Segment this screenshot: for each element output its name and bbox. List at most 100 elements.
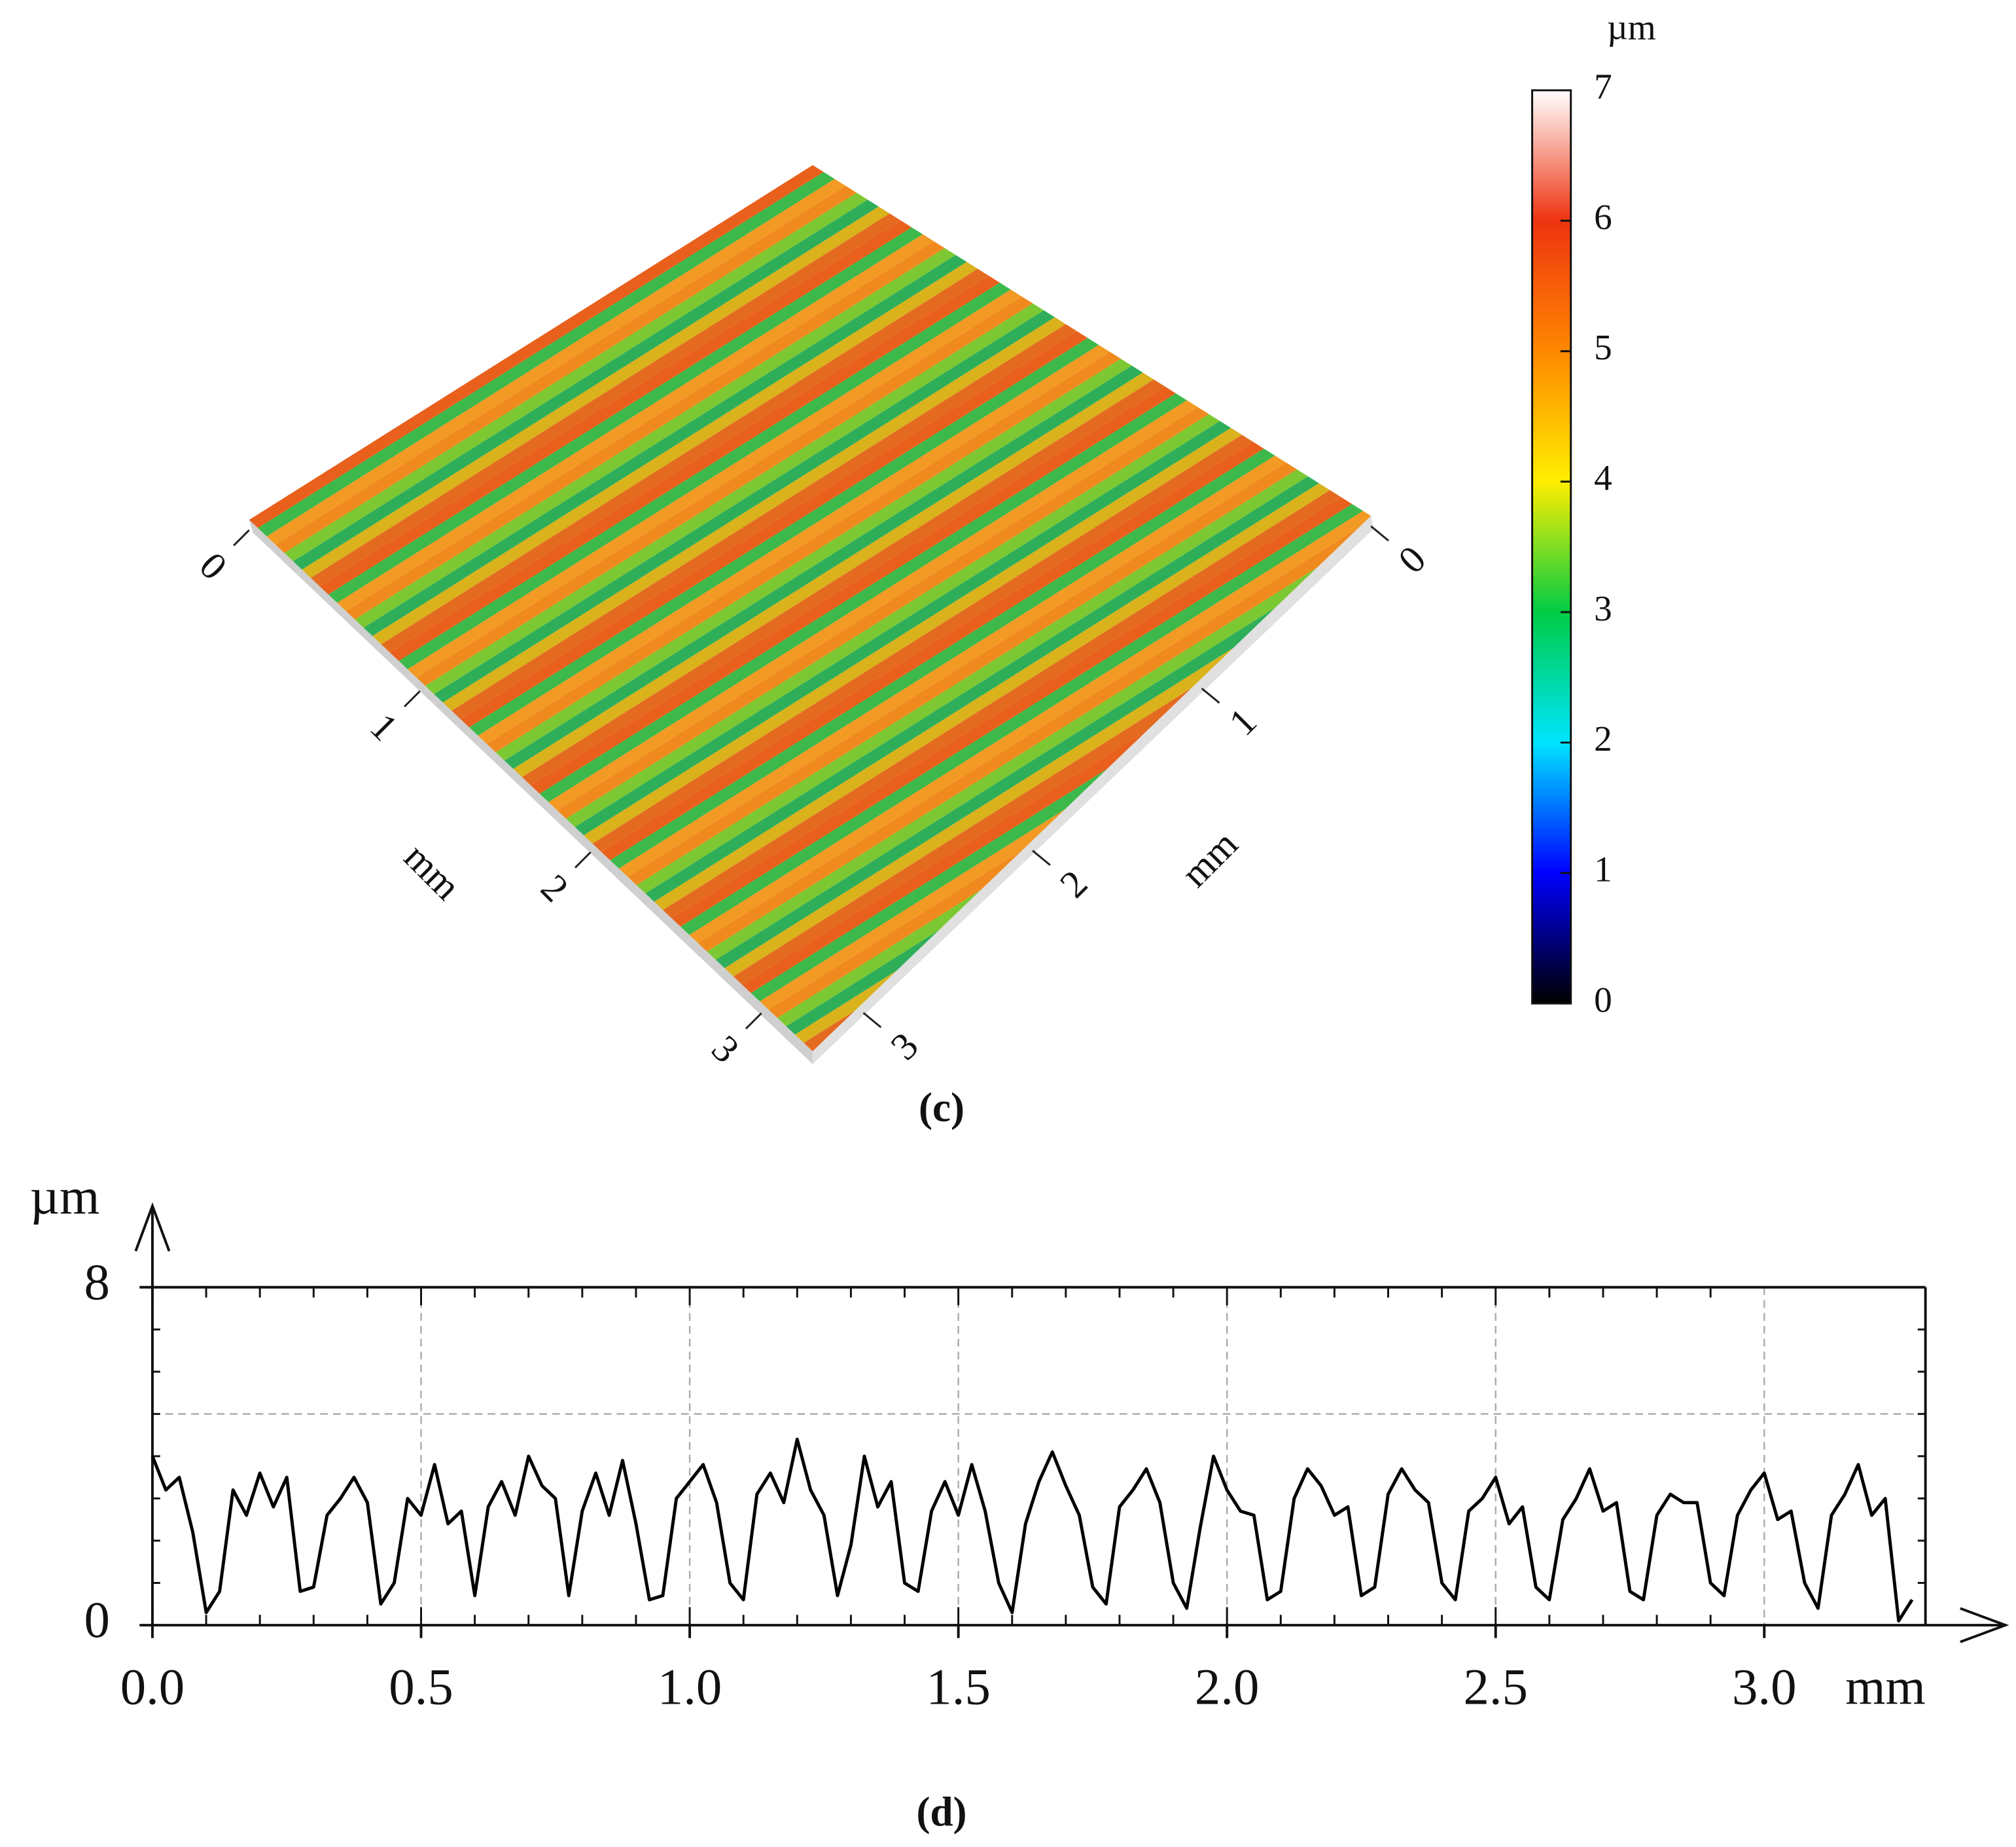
surface-stripe — [249, 165, 1061, 701]
surface-stripe — [327, 291, 1237, 867]
tick-label: 2 — [1052, 862, 1096, 906]
x-tick-label: 3.0 — [1732, 1659, 1797, 1716]
surface-stripe — [511, 465, 1371, 1042]
surface-stripe — [249, 165, 1052, 693]
tick-mark — [862, 1012, 882, 1028]
surface-stripe — [414, 374, 1326, 950]
y-arrow — [134, 1202, 171, 1252]
surface-stripe — [361, 324, 1273, 901]
y-axis-label: µm — [30, 1169, 100, 1226]
surface-stripe — [432, 391, 1343, 967]
colorbar-tick-label: 2 — [1594, 719, 1612, 759]
surface-stripe — [493, 448, 1371, 1025]
surface-stripe — [485, 440, 1371, 1017]
surface-stripe — [291, 258, 1202, 834]
colorbar-tick-label: 0 — [1594, 980, 1612, 1020]
surface-stripe — [249, 165, 1070, 709]
surface-stripe — [379, 340, 1290, 917]
surface-stripe — [503, 457, 1371, 1033]
profile-line — [150, 1437, 1914, 1623]
tick-label: 3 — [882, 1024, 927, 1068]
surface-stripe — [406, 366, 1317, 942]
colorbar-tick-label: 1 — [1594, 850, 1612, 889]
tick-mark — [233, 529, 250, 547]
surface-stripe — [249, 165, 1035, 676]
surface-stripe — [249, 183, 1123, 759]
surface-stripe — [249, 216, 1158, 793]
x-axis-label: mm — [1845, 1659, 1926, 1716]
surface-stripe — [300, 266, 1211, 842]
tick-mark — [1032, 850, 1051, 866]
surface-stripe — [538, 490, 1371, 1052]
x-tick-label: 1.0 — [658, 1659, 722, 1716]
colorbar — [1531, 89, 1572, 1005]
tick-mark — [574, 851, 592, 869]
surface-stripe — [249, 200, 1141, 776]
colorbar-tick-label: 4 — [1594, 458, 1612, 498]
tick-mark — [1370, 525, 1389, 542]
x-tick-label: 1.5 — [926, 1659, 991, 1716]
surface-stripe — [249, 165, 1044, 685]
surface-stripe — [388, 349, 1299, 925]
surface-stripe — [520, 473, 1371, 1050]
surface-stripe — [249, 165, 1026, 668]
surface-stripe — [309, 274, 1220, 851]
surface-stripe — [459, 416, 1370, 992]
surface-stripe — [264, 233, 1176, 809]
tick-label: 1 — [362, 705, 406, 749]
surface-stripe — [274, 241, 1184, 817]
surface-stripe — [467, 423, 1371, 1000]
surface-stripe — [476, 432, 1371, 1009]
x-arrow — [1960, 1607, 2009, 1643]
x-tick-label: 2.5 — [1463, 1659, 1528, 1716]
surface-stripe — [249, 165, 1000, 643]
tick-mark — [1201, 687, 1220, 704]
surface-side — [249, 520, 813, 1064]
surface-stripe — [249, 165, 1017, 660]
y-tick-label: 0 — [84, 1592, 110, 1649]
colorbar-label: µm — [1607, 7, 1656, 47]
tick-mark — [404, 690, 421, 708]
surface-stripe — [317, 283, 1229, 859]
surface-side — [812, 516, 1374, 1064]
caption: (c) — [919, 1085, 964, 1130]
surface-stripe — [546, 499, 1371, 1052]
surface-plot: 0 1 2 3 mm 0 1 2 3 mm — [191, 165, 1434, 1071]
surface-stripe — [249, 165, 1097, 734]
axis-label: mm — [1173, 822, 1246, 895]
surface-stripe — [335, 299, 1246, 876]
caption: (d) — [916, 1789, 966, 1835]
x-tick-label: 0.0 — [120, 1659, 185, 1716]
colorbar-tick-label: 3 — [1594, 588, 1612, 628]
surface-stripe — [397, 357, 1308, 934]
tick-label: 0 — [1390, 537, 1434, 582]
surface-stripe — [282, 249, 1194, 826]
colorbar-tick-label: 6 — [1594, 197, 1612, 237]
surface-stripe — [249, 165, 1079, 718]
surface-stripe — [529, 482, 1371, 1052]
surface-stripe — [450, 407, 1360, 984]
surface-stripes — [249, 165, 1371, 1052]
surface-stripe — [249, 166, 1105, 743]
x-tick-label: 0.5 — [389, 1659, 453, 1716]
colorbar-tick-label: 5 — [1594, 327, 1612, 367]
surface-stripe — [353, 315, 1264, 892]
surface-stripe — [249, 165, 1008, 651]
surface-stripe — [441, 399, 1352, 975]
tick-label: 1 — [1220, 700, 1265, 744]
x-tick-label: 2.0 — [1195, 1659, 1260, 1716]
y-tick-label: 8 — [84, 1254, 110, 1311]
surface-stripe — [249, 165, 1088, 726]
surface-stripe — [249, 175, 1114, 751]
surface-stripe — [423, 382, 1334, 959]
surface-stripe — [249, 165, 991, 635]
colorbar-tick-label: 7 — [1594, 67, 1612, 107]
surface-stripe — [370, 332, 1281, 909]
surface-stripe — [256, 224, 1167, 801]
tick-label: 0 — [191, 544, 236, 588]
surface-stripe — [249, 191, 1132, 768]
tick-label: 2 — [533, 866, 577, 910]
tick-label: 3 — [703, 1027, 748, 1071]
surface-stripe — [344, 308, 1255, 884]
